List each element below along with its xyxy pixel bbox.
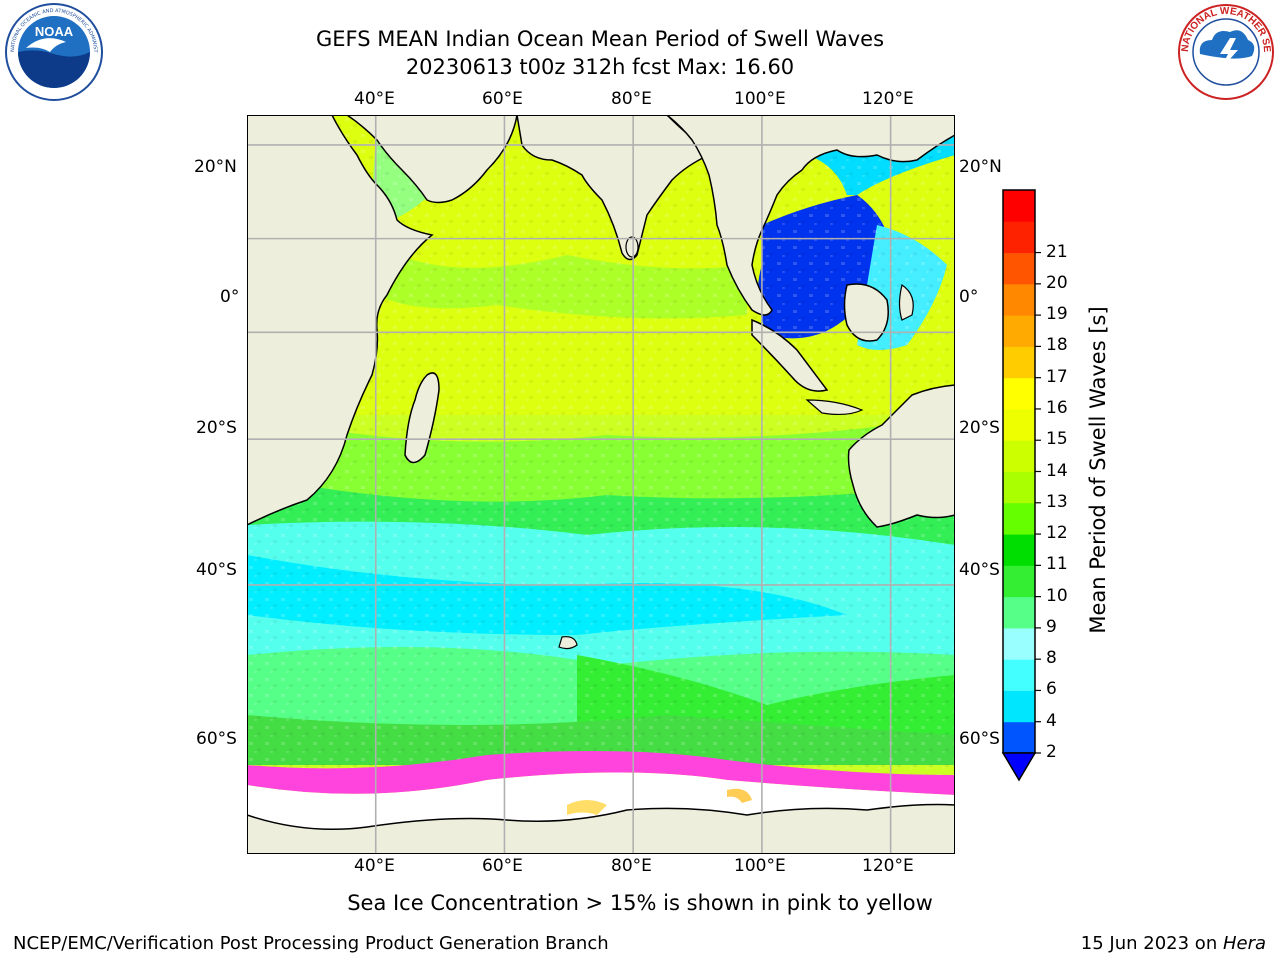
colorbar-tick-label: 10 — [1046, 585, 1068, 606]
colorbar-segment — [1003, 346, 1035, 379]
colorbar-segment — [1003, 534, 1035, 566]
lon-label-100e-top: 100°E — [734, 89, 786, 109]
lon-label-100e-bottom: 100°E — [734, 856, 786, 876]
australia-land — [847, 384, 955, 528]
lat-label-40s-right: 40°S — [959, 560, 1000, 580]
lat-label-0-left: 0° — [220, 287, 240, 307]
lon-label-40e-top: 40°E — [354, 89, 395, 109]
colorbar-underflow-arrow — [1001, 752, 1037, 782]
southeast-asia-land — [665, 115, 955, 316]
noaa-logo: NOAA NATIONAL OCEANIC AND ATMOSPHERIC AD… — [4, 2, 103, 101]
lon-label-60e-top: 60°E — [482, 89, 523, 109]
colorbar-tick-label: 13 — [1046, 491, 1068, 512]
map-title: GEFS MEAN Indian Ocean Mean Period of Sw… — [315, 27, 885, 51]
colorbar-tick-label: 14 — [1046, 460, 1068, 481]
colorbar-segment — [1003, 283, 1035, 316]
lat-label-20s-left: 20°S — [196, 418, 237, 438]
lon-label-80e-top: 80°E — [611, 89, 652, 109]
swell-period-map — [247, 115, 955, 854]
sumatra-land — [751, 318, 829, 392]
noaa-logo-text: NOAA — [35, 24, 74, 39]
gridlines — [247, 115, 955, 854]
java-land — [805, 399, 864, 416]
sri-lanka-land — [625, 236, 639, 258]
colorbar-segment — [1003, 315, 1035, 347]
colorbar-segment — [1003, 190, 1035, 222]
borneo-land — [843, 283, 889, 342]
colorbar-segment — [1003, 440, 1035, 472]
lat-label-20n-left: 20°N — [194, 157, 237, 177]
colorbar-tick-label: 6 — [1046, 679, 1057, 700]
colorbar-segment — [1003, 721, 1035, 754]
lat-label-60s-left: 60°S — [196, 729, 237, 749]
lon-label-120e-bottom: 120°E — [862, 856, 914, 876]
lon-label-60e-bottom: 60°E — [482, 856, 523, 876]
colorbar — [1001, 189, 1041, 782]
arabia-land — [345, 115, 518, 204]
colorbar-tick-label: 19 — [1046, 304, 1068, 325]
colorbar-segment — [1003, 252, 1035, 285]
lat-label-20n-right: 20°N — [959, 157, 1002, 177]
colorbar-segment — [1003, 659, 1035, 691]
footer-machine: Hera — [1222, 933, 1266, 954]
africa-land — [247, 115, 434, 526]
colorbar-tick-label: 12 — [1046, 523, 1068, 544]
colorbar-tick-label: 16 — [1046, 397, 1068, 418]
colorbar-tick-label: 9 — [1046, 616, 1057, 637]
antarctica-land — [247, 803, 955, 854]
lon-label-120e-top: 120°E — [862, 89, 914, 109]
colorbar-segment — [1003, 627, 1035, 660]
footer-date: 15 Jun 2023 on Hera — [1081, 933, 1266, 954]
india-land — [516, 115, 711, 261]
colorbar-segment — [1003, 690, 1035, 723]
lat-label-20s-right: 20°S — [959, 418, 1000, 438]
colorbar-tick-label: 4 — [1046, 710, 1057, 731]
sea-ice-edge — [247, 751, 955, 795]
map-subtitle: 20230613 t00z 312h fcst Max: 16.60 — [405, 55, 795, 79]
kerguelen-land — [558, 636, 578, 650]
madagascar-land — [404, 372, 440, 464]
footer-date-text: 15 Jun 2023 on — [1080, 933, 1223, 954]
lon-label-80e-bottom: 80°E — [611, 856, 652, 876]
colorbar-tick-label: 8 — [1046, 648, 1057, 669]
colorbar-segment — [1003, 565, 1035, 598]
colorbar-tick-label: 18 — [1046, 335, 1068, 356]
nws-logo: NATIONAL WEATHER SERVICE — [1176, 2, 1274, 100]
colorbar-segments — [1002, 189, 1036, 754]
colorbar-segment — [1003, 408, 1035, 441]
colorbar-tick-label: 11 — [1046, 554, 1068, 575]
colorbar-segment — [1003, 471, 1035, 504]
colorbar-tick-label: 21 — [1046, 241, 1068, 262]
sea-ice-caption: Sea Ice Concentration > 15% is shown in … — [347, 891, 933, 915]
lon-label-40e-bottom: 40°E — [354, 856, 395, 876]
colorbar-label: Mean Period of Swell Waves [s] — [1086, 306, 1110, 634]
colorbar-tick-label: 2 — [1046, 742, 1057, 762]
colorbar-tick-label: 15 — [1046, 429, 1068, 450]
footer-branch: NCEP/EMC/Verification Post Processing Pr… — [13, 933, 609, 954]
colorbar-segment — [1003, 221, 1035, 254]
lat-label-40s-left: 40°S — [196, 560, 237, 580]
lat-label-60s-right: 60°S — [959, 729, 1000, 749]
colorbar-segment — [1003, 377, 1035, 410]
colorbar-tick-label: 17 — [1046, 366, 1068, 387]
colorbar-tick-label: 20 — [1046, 272, 1068, 293]
lat-label-0-right: 0° — [959, 287, 979, 307]
colorbar-segment — [1003, 502, 1035, 535]
colorbar-segment — [1003, 596, 1035, 629]
